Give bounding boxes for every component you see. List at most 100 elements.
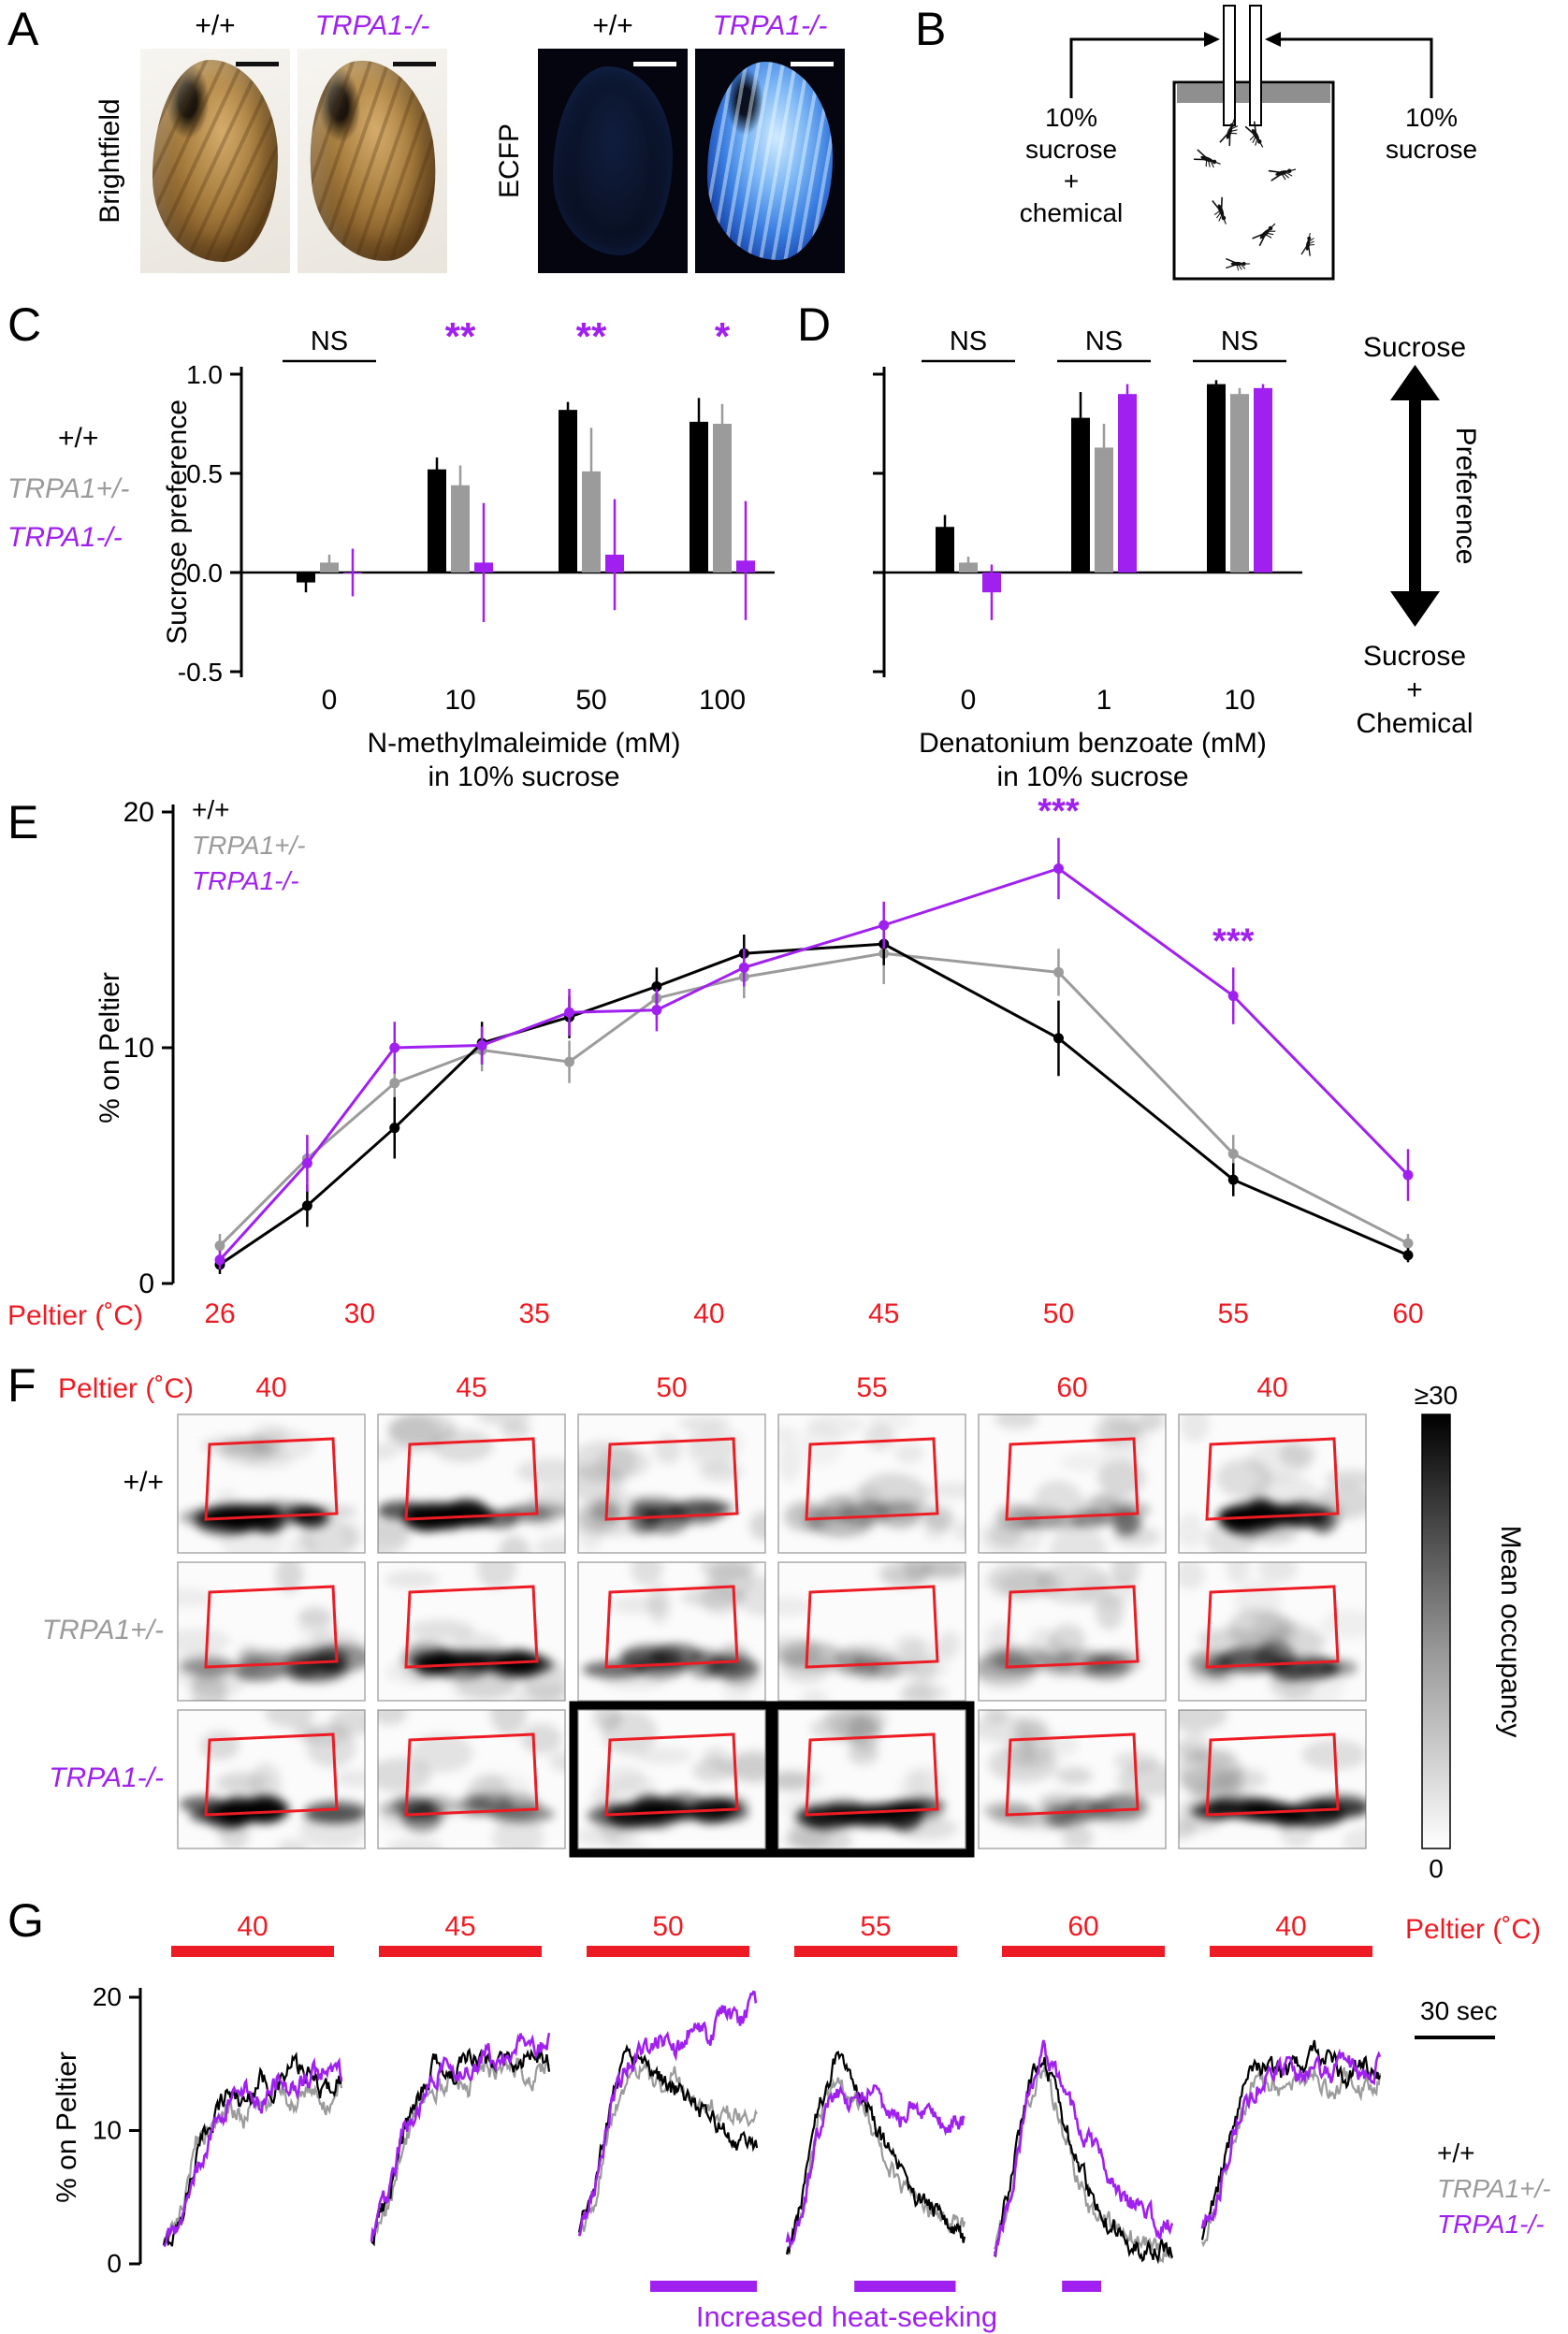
panel-e-xlabel: Peltier (˚C): [7, 1300, 144, 1331]
occupancy-map-row2-col3: [769, 1701, 975, 1858]
ellipse-shape: [810, 1715, 880, 1743]
ellipse-shape: [1041, 1803, 1075, 1829]
ellipse-shape: [1325, 1470, 1366, 1487]
ellipse-shape: [1216, 1458, 1272, 1499]
ellipse-shape: [1343, 1827, 1366, 1848]
left-capillary-label-4: chemical: [1019, 198, 1124, 227]
ellipse-shape: [599, 1764, 646, 1793]
ellipse-shape: [778, 1770, 824, 1789]
ellipse-shape: [578, 1441, 637, 1483]
ellipse-shape: [1013, 1717, 1049, 1745]
g-shape: [979, 1710, 1166, 1848]
mosquito-icon: [1252, 223, 1276, 247]
ellipse-shape: [820, 1495, 858, 1521]
ellipse-shape: [334, 1770, 365, 1788]
ellipse-shape: [284, 1656, 350, 1684]
ellipse-shape: [824, 1710, 888, 1740]
ellipse-shape: [909, 1654, 938, 1680]
ellipse-shape: [985, 1623, 1013, 1658]
path-shape: [1244, 121, 1257, 136]
ellipse-shape: [190, 1672, 227, 1701]
pupa-illustration: [298, 53, 446, 268]
pupa-illustration: [553, 66, 673, 255]
ellipse-shape: [922, 1562, 965, 1578]
ellipse-shape: [688, 1432, 735, 1472]
peltier-outline: [1005, 1732, 1140, 1817]
ecfp-image-wt: [538, 49, 688, 273]
occupancy-map-row1-col2: [577, 1561, 766, 1702]
ellipse-shape: [780, 1654, 831, 1684]
ellipse-shape: [855, 1656, 917, 1677]
ellipse-shape: [1246, 1527, 1298, 1544]
ellipse-shape: [1179, 1710, 1227, 1732]
circle-shape: [1212, 159, 1217, 165]
ellipse-shape: [866, 1658, 901, 1680]
ellipse-shape: [178, 1587, 214, 1608]
data-point: [651, 1005, 662, 1016]
panel-g-right-label: Peltier (˚C): [1405, 1914, 1542, 1945]
genotype-mut-header-brightfield: TRPA1-/-: [314, 10, 430, 41]
circle-shape: [1307, 236, 1312, 240]
ellipse-shape: [1100, 1414, 1166, 1434]
y-tick-label: 10: [93, 2116, 122, 2145]
y-tick-label: -0.5: [178, 658, 223, 687]
ellipse-shape: [1180, 1730, 1210, 1764]
panelD-bar-10-TRPA1+/-: [1230, 394, 1249, 573]
panelC-category-label: 100: [699, 685, 746, 716]
panel-g-temp-4: 60: [1067, 1911, 1099, 1942]
ellipse-shape: [1180, 1414, 1210, 1442]
occupancy-map-row0-col5: [1178, 1413, 1367, 1554]
preference-arrow-down: [1390, 591, 1440, 627]
panelD-bar-0-+/+: [936, 527, 954, 573]
data-point: [1402, 1169, 1414, 1181]
preference-bottom-label-1: Sucrose: [1362, 641, 1467, 672]
ellipse-shape: [476, 1562, 516, 1589]
ellipse-shape: [477, 1773, 530, 1800]
ellipse-shape: [1279, 1441, 1316, 1467]
panel-g-legend-wt: +/+: [1437, 2138, 1475, 2167]
arrow-left-head: [1204, 32, 1220, 47]
panel-g-legend-het: TRPA1+/-: [1437, 2174, 1551, 2203]
panel-g-ylabel: % on Peltier: [51, 2051, 82, 2203]
preference-top-label: Sucrose: [1362, 332, 1467, 363]
ellipse-shape: [1198, 1628, 1264, 1650]
y-tick-label: 1.0: [186, 360, 223, 389]
path-shape: [1212, 196, 1223, 210]
g-shape: [578, 1710, 765, 1848]
panel-c-ylabel: Sucrose preference: [162, 399, 193, 645]
ellipse-shape: [631, 1497, 683, 1520]
ellipse-shape: [1038, 1793, 1082, 1815]
arrow-right-line: [1276, 37, 1433, 98]
trace-55-3-TRPA1+/-: [785, 2077, 966, 2256]
ellipse-shape: [989, 1522, 1024, 1547]
brightfield-image-mut: [298, 49, 447, 273]
panel-f-row-het: TRPA1+/-: [41, 1615, 164, 1645]
peltier-outline: [805, 1732, 939, 1817]
panel-g-label: G: [7, 1894, 44, 1947]
trace-50-2-TRPA1-/-: [577, 1990, 758, 2237]
ellipse-shape: [729, 1749, 765, 1784]
panel-g-legend-mut: TRPA1-/-: [1437, 2210, 1545, 2239]
ellipse-shape: [721, 1674, 750, 1701]
ellipse-shape: [1098, 1422, 1149, 1463]
ellipse-shape: [276, 1839, 309, 1848]
ellipse-shape: [1067, 1507, 1101, 1528]
x-tick-label: 50: [1043, 1298, 1074, 1329]
ellipse-shape: [884, 1801, 923, 1832]
occupancy-map-row2-col2: [569, 1701, 775, 1858]
panelC-category-label: 0: [322, 685, 338, 716]
data-point: [301, 1157, 312, 1168]
ellipse-shape: [979, 1656, 1037, 1689]
data-point: [214, 1240, 225, 1252]
ellipse-shape: [179, 1796, 226, 1813]
ellipse-shape: [534, 1536, 565, 1553]
ellipse-shape: [981, 1646, 1025, 1669]
x-tick-label: 45: [868, 1298, 899, 1329]
ellipse-shape: [1112, 1527, 1161, 1547]
path-shape: [1308, 238, 1315, 246]
panel-f-temp-4: 60: [1056, 1372, 1088, 1403]
ellipse-shape: [1200, 155, 1213, 163]
peltier-bar-40-5: [1210, 1946, 1372, 1957]
panelC-bar-10-TRPA1+/-: [451, 485, 470, 573]
ellipse-shape: [985, 1562, 1047, 1602]
